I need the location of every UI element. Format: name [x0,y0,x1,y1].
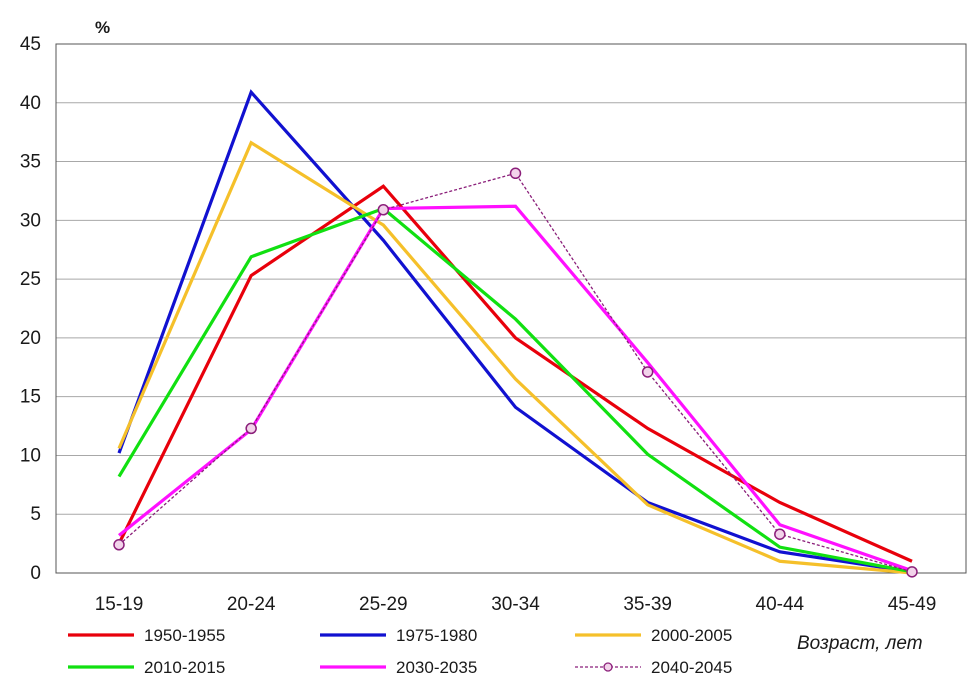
y-tick-label: 20 [20,328,41,349]
legend-label: 2030-2035 [396,658,477,677]
series-1975-1980 [117,89,913,574]
y-axis-label: % [95,18,110,37]
y-tick-label: 5 [30,504,41,525]
series-2040-2045 [113,167,918,578]
data-point-marker [245,422,257,435]
legend-item: 1950-1955 [68,626,225,645]
y-tick-label: 0 [30,563,41,584]
plot-frame [55,43,967,574]
data-point-marker [774,528,786,540]
y-tick-label: 40 [20,93,41,114]
data-point-marker [113,539,125,551]
legend: 1950-1955 1975-1980 2000-2005 2010-2015 2030… [68,626,732,677]
series-2030-2035 [118,204,913,573]
legend-label: 1950-1955 [144,626,225,645]
legend-item: 2000-2005 [575,626,732,645]
series-line [118,172,913,573]
series-layer [113,89,918,578]
series-line [117,206,913,574]
legend-item: 1975-1980 [320,626,477,645]
y-tick-label: 35 [20,152,41,173]
gridlines [56,102,966,515]
data-point-marker [377,204,390,216]
data-point-marker [906,566,918,578]
series-1950-1955 [117,184,913,563]
data-point-marker [641,366,654,378]
series-2000-2005 [117,140,913,575]
legend-label: 2010-2015 [144,658,225,677]
y-tick-label: 25 [20,269,41,290]
x-tick-label: 25-29 [359,594,408,615]
x-tick-label: 35-39 [623,594,672,615]
series-line [117,89,913,574]
legend-item: 2040-2045 [575,658,732,677]
x-tick-label: 40-44 [756,594,805,615]
x-axis-ticks: 15-19 20-24 25-29 30-34 35-39 40-44 45-49 [95,594,937,615]
legend-label: 2000-2005 [651,626,732,645]
data-point-marker [509,167,522,180]
legend-item: 2010-2015 [68,658,225,677]
series-2010-2015 [117,206,913,574]
x-tick-label: 30-34 [491,594,540,615]
y-tick-label: 15 [20,387,41,408]
x-tick-label: 20-24 [227,594,276,615]
legend-label: 2040-2045 [651,658,732,677]
x-tick-label: 15-19 [95,594,144,615]
y-tick-label: 30 [20,210,41,231]
y-axis-ticks: 0 5 10 15 20 25 30 35 40 45 [20,34,41,584]
legend-marker [603,662,613,672]
legend-label: 1975-1980 [396,626,477,645]
x-axis-title: Возраст, лет [797,633,923,654]
series-line [117,184,913,563]
x-tick-label: 45-49 [888,594,937,615]
y-tick-label: 10 [20,445,41,466]
series-line [117,140,913,575]
legend-item: 2030-2035 [320,658,477,677]
y-tick-label: 45 [20,34,41,55]
series-line [118,204,913,573]
